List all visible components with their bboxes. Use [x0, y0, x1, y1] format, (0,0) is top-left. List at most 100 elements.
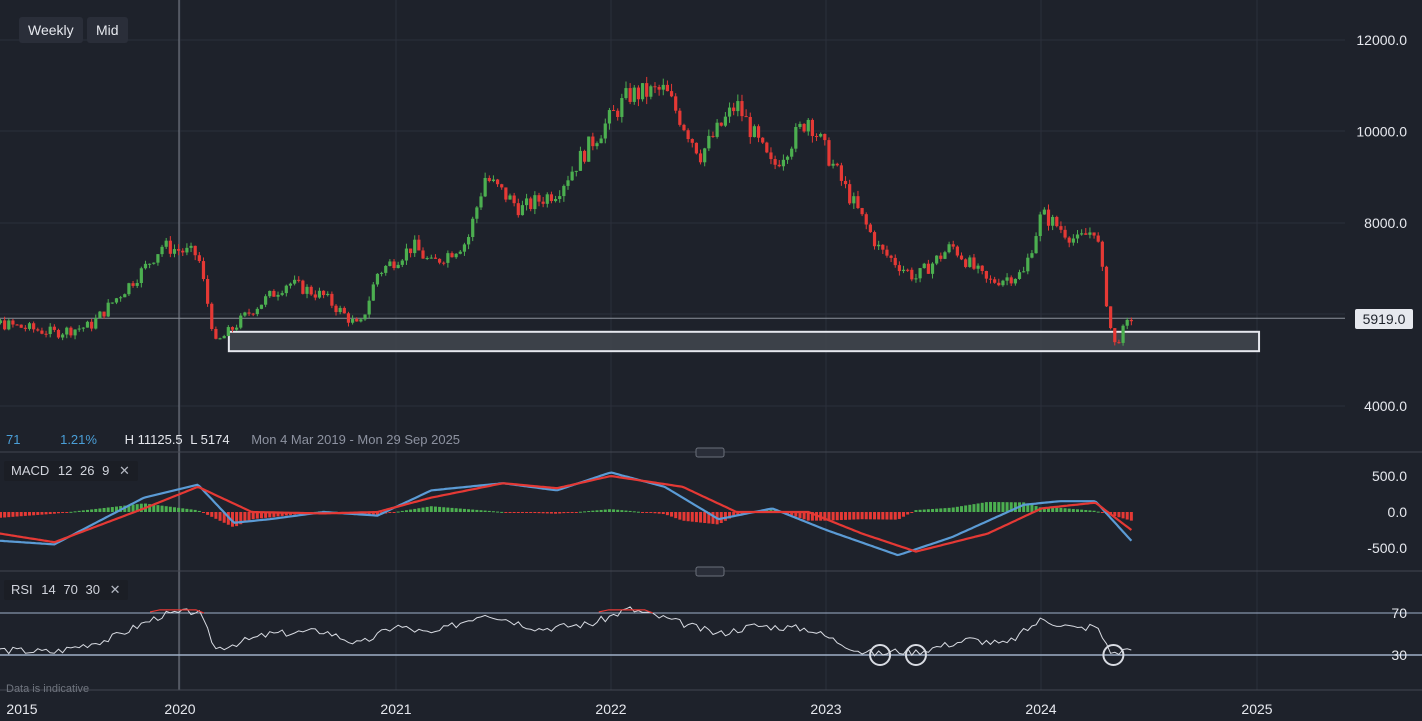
candle-body	[935, 255, 939, 264]
candle-body	[926, 263, 930, 274]
macd-histogram-bar	[520, 512, 524, 513]
macd-histogram-bar	[272, 512, 276, 517]
macd-histogram-bar	[665, 512, 669, 516]
candle-body	[537, 195, 541, 202]
candle-body	[235, 327, 239, 330]
candle-body	[127, 283, 131, 295]
macd-histogram-bar	[239, 512, 243, 525]
candle-body	[653, 86, 657, 88]
macd-histogram-bar	[210, 512, 214, 517]
macd-histogram-bar	[11, 512, 15, 517]
macd-histogram-bar	[127, 505, 131, 512]
candle-body	[632, 87, 636, 102]
candle-body	[408, 248, 413, 254]
macd-histogram-bar	[181, 508, 185, 512]
interval-button[interactable]: Weekly	[19, 17, 83, 43]
support-zone	[227, 330, 1261, 353]
candle-body	[508, 195, 512, 200]
candle-body	[674, 96, 678, 111]
candle-body	[32, 323, 36, 330]
macd-histogram-bar	[197, 510, 201, 512]
candle-body	[723, 116, 728, 126]
candle-body	[839, 165, 843, 181]
candle-body	[197, 255, 201, 262]
macd-histogram-bar	[135, 504, 139, 512]
candle-body	[566, 180, 570, 186]
macd-histogram-bar	[94, 508, 98, 512]
candle-body	[607, 110, 612, 124]
macd-histogram-bar	[893, 512, 897, 520]
candle-body	[98, 311, 102, 319]
candle-body	[19, 324, 23, 328]
candle-body	[889, 255, 893, 258]
candle-body	[48, 326, 52, 335]
macd-histogram-bar	[1125, 512, 1129, 520]
candle-body	[541, 201, 545, 204]
candle-body	[582, 150, 587, 162]
candle-body	[255, 308, 259, 315]
candle-body	[1013, 278, 1017, 284]
rsi-axis-label: 30	[1391, 647, 1407, 663]
candle-body	[798, 123, 802, 128]
macd-histogram-bar	[591, 510, 595, 512]
macd-histogram-bar	[624, 510, 628, 512]
macd-histogram-bar	[831, 512, 835, 521]
candle-body	[313, 294, 317, 298]
rsi-highlight-circle	[904, 644, 927, 666]
macd-histogram-bar	[554, 512, 558, 514]
macd-histogram-bar	[81, 510, 85, 512]
candle-body	[715, 122, 719, 137]
time-axis-label: 2022	[595, 701, 626, 717]
macd-histogram-bar	[736, 512, 740, 515]
price-type-button[interactable]: Mid	[87, 17, 128, 43]
candle-body	[827, 140, 831, 166]
candle-body	[1009, 277, 1013, 284]
candle-body	[852, 196, 856, 204]
macd-histogram-bar	[537, 512, 541, 514]
candle-body	[587, 136, 591, 162]
candle-body	[785, 156, 790, 160]
macd-histogram-bar	[110, 507, 114, 512]
candle-body	[794, 127, 798, 149]
candle-body	[429, 257, 433, 259]
macd-histogram-bar	[885, 512, 889, 520]
macd-histogram-bar	[388, 512, 392, 513]
time-axis-label: 2025	[1241, 701, 1272, 717]
macd-histogram-bar	[707, 512, 711, 524]
macd-histogram-bar	[462, 508, 466, 512]
macd-histogram-bar	[570, 512, 574, 513]
candle-body	[85, 321, 90, 328]
macd-axis-label: 0.0	[1388, 504, 1408, 520]
macd-histogram-bar	[85, 509, 89, 512]
macd-param-signal: 9	[102, 463, 110, 478]
candle-body	[843, 180, 848, 185]
macd-histogram-bar	[802, 512, 806, 520]
candle-body	[740, 101, 744, 117]
candle-body	[777, 164, 781, 167]
candle-body	[922, 263, 926, 269]
macd-histogram-bar	[1022, 502, 1026, 512]
macd-histogram-bar	[172, 507, 176, 512]
close-icon[interactable]: ✕	[109, 582, 121, 597]
macd-histogram-bar	[392, 512, 396, 513]
candle-body	[719, 122, 723, 126]
price-axis-label: 10000.0	[1356, 124, 1407, 140]
candle-body	[1063, 229, 1067, 238]
macd-axis-label: -500.0	[1367, 540, 1407, 556]
macd-histogram-bar	[164, 506, 168, 512]
candle-body	[264, 296, 268, 305]
close-icon[interactable]: ✕	[118, 463, 130, 478]
candle-body	[814, 136, 819, 138]
candle-body	[69, 327, 73, 336]
candle-body	[94, 318, 98, 329]
candle-body	[77, 328, 81, 330]
rsi-axis-label: 70	[1391, 605, 1407, 621]
macd-histogram-bar	[566, 512, 570, 513]
macd-histogram-bar	[131, 504, 135, 512]
candle-body	[1121, 325, 1125, 343]
candle-body	[156, 254, 160, 263]
macd-histogram-bar	[36, 512, 40, 515]
candle-body	[1075, 234, 1080, 239]
candle-body	[1067, 237, 1071, 243]
